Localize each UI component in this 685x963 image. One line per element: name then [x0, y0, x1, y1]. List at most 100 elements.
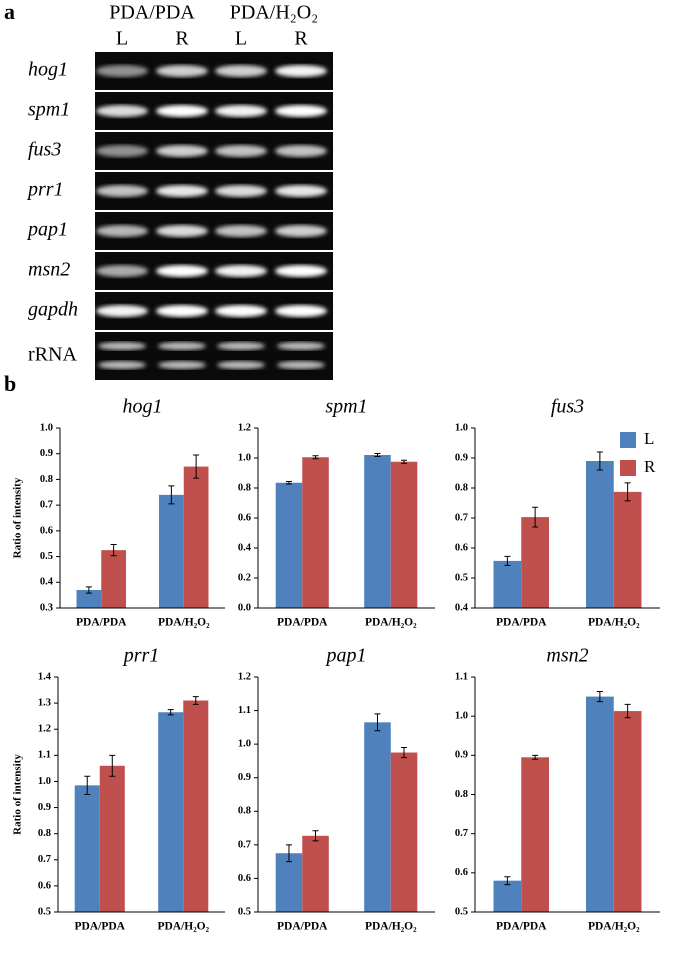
gel-lane [95, 332, 333, 380]
error-bar [504, 876, 511, 886]
chart-title: msn2 [546, 645, 588, 667]
gene-label: msn2 [28, 259, 70, 281]
y-tick-label: 0.5 [38, 906, 51, 917]
y-tick-label: 0.4 [40, 577, 54, 588]
y-axis-label: Ratio of intensity [12, 477, 24, 558]
error-bar [532, 506, 539, 528]
x-tick-label: PDA/H₂O₂ [365, 921, 417, 933]
chart-title: fus3 [551, 396, 584, 418]
error-bar [167, 709, 174, 716]
lane-label: L [116, 28, 128, 50]
band [277, 361, 325, 369]
bar [613, 491, 642, 608]
error-bar [84, 775, 91, 795]
bar [364, 722, 391, 912]
x-tick-label: PDA/H₂O₂ [365, 617, 417, 629]
y-tick-label: 0.9 [455, 750, 468, 761]
error-bar [624, 703, 631, 719]
y-tick-label: 0.8 [38, 828, 51, 839]
x-tick-label: PDA/PDA [496, 921, 547, 933]
legend-swatch [620, 460, 636, 476]
y-tick-label: 1.0 [38, 776, 51, 787]
band [96, 225, 148, 237]
y-tick-label: 0.8 [40, 474, 53, 485]
gene-label: gapdh [28, 299, 78, 321]
chart-title: pap1 [325, 645, 367, 667]
legend-swatch [620, 432, 636, 448]
bar [390, 461, 418, 608]
band [156, 185, 208, 197]
y-tick-label: 0.9 [455, 452, 468, 463]
x-tick-label: PDA/H₂O₂ [157, 921, 209, 933]
error-bar [109, 754, 116, 777]
error-bar [168, 485, 175, 505]
bar [275, 853, 303, 912]
bar [99, 765, 125, 912]
error-bar [532, 754, 539, 760]
chart-title: spm1 [325, 396, 367, 418]
y-tick-label: 0.9 [238, 772, 251, 783]
band [156, 225, 208, 237]
error-bar [504, 555, 511, 566]
band [275, 185, 327, 197]
band [158, 342, 206, 350]
y-axis-label: Ratio of intensity [12, 754, 24, 835]
band [156, 65, 208, 77]
y-tick-label: 1.0 [238, 739, 251, 750]
bar [521, 517, 549, 608]
y-tick-label: 0.6 [238, 512, 251, 523]
error-bar [624, 482, 631, 502]
bar [101, 550, 126, 608]
band [215, 145, 267, 157]
y-tick-label: 1.1 [38, 750, 51, 761]
y-tick-label: 0.7 [455, 512, 468, 523]
band [217, 361, 265, 369]
chart-title: prr1 [122, 645, 160, 667]
error-bar [285, 844, 292, 863]
y-tick-label: 0.6 [40, 525, 53, 536]
bar [521, 757, 549, 912]
charts: hog1 Ratio of intensity 0.3 0.4 0.5 0.6 0.7 0.8… [12, 396, 660, 933]
y-tick-label: 0.8 [238, 482, 251, 493]
gene-label: pap1 [26, 219, 68, 241]
x-tick-label: PDA/PDA [76, 617, 127, 629]
y-tick-label: 0.9 [40, 448, 53, 459]
error-bar [401, 747, 408, 759]
bar [302, 835, 329, 912]
y-tick-label: 1.0 [455, 422, 468, 433]
band [215, 265, 267, 277]
gene-label: prr1 [26, 179, 64, 201]
error-bar [110, 543, 117, 557]
error-bar [85, 586, 92, 594]
y-tick-label: 0.6 [455, 542, 468, 553]
y-tick-label: 1.0 [238, 452, 251, 463]
bar [493, 560, 522, 608]
y-tick-label: 1.0 [455, 711, 468, 722]
x-tick-label: PDA/PDA [496, 617, 547, 629]
bar [76, 590, 102, 608]
lane-label: R [294, 28, 308, 50]
y-tick-label: 0.7 [238, 839, 251, 850]
band [275, 225, 327, 237]
error-bar [374, 453, 381, 457]
y-tick-label: 0.7 [455, 828, 468, 839]
y-tick-label: 0.9 [38, 802, 51, 813]
legend-label: L [644, 429, 654, 448]
x-tick-label: PDA/PDA [277, 921, 328, 933]
y-tick-label: 0.8 [455, 482, 468, 493]
y-tick-label: 0.5 [455, 572, 468, 583]
y-tick-label: 0.7 [38, 854, 51, 865]
panel-label: a [4, 0, 15, 24]
y-tick-label: 0.6 [238, 873, 251, 884]
band [275, 305, 327, 317]
y-tick-label: 0.6 [455, 867, 468, 878]
band [96, 185, 148, 197]
error-bar [192, 696, 199, 705]
y-tick-label: 0.6 [38, 880, 51, 891]
band [156, 105, 208, 117]
y-tick-label: 0.4 [238, 542, 252, 553]
bar [493, 880, 522, 912]
bar [158, 712, 184, 912]
